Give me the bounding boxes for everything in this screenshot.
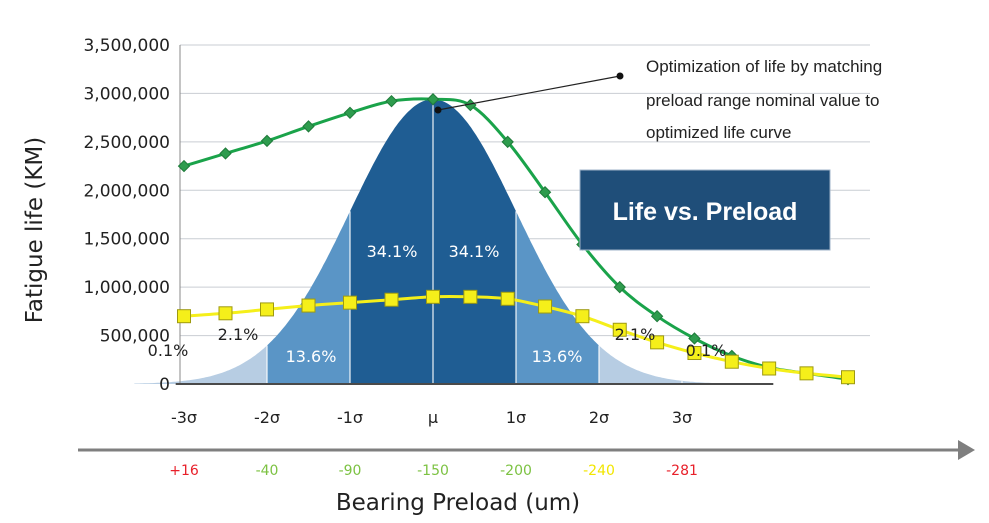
annotation-leader-line (437, 75, 621, 111)
y-tick-label: 500,000 (100, 327, 170, 347)
annotation-line-1: Optimization of life by matching (646, 57, 882, 76)
distribution-percent-label: 34.1% (367, 242, 418, 261)
annotation-dot-start (434, 106, 442, 114)
sigma-tick-label: -3σ (171, 408, 197, 427)
series-2-marker (538, 299, 553, 314)
distribution-band (267, 211, 350, 384)
preload-label: -281 (666, 463, 698, 479)
annotation-line-3: optimized life curve (646, 123, 792, 142)
series-2-marker (301, 298, 316, 313)
series-1-marker (177, 159, 191, 173)
preload-label: -90 (339, 463, 362, 479)
preload-label: -40 (256, 463, 279, 479)
y-tick-label: 2,500,000 (83, 133, 170, 153)
title-box-text: Life vs. Preload (613, 198, 798, 226)
series-2-marker (177, 309, 191, 324)
series-1-marker (426, 93, 440, 106)
series-1-marker (688, 332, 701, 345)
distribution-percent-label: 2.1% (218, 325, 259, 344)
series-1-marker (538, 186, 552, 199)
distribution-band (516, 211, 599, 384)
series-2-marker (218, 306, 233, 321)
series-2-marker (841, 370, 855, 385)
y-tick-label: 0 (159, 375, 170, 395)
annotation-line-2: preload range nominal value to (646, 91, 879, 110)
sigma-tick-label: μ (428, 408, 438, 427)
series-1-marker (385, 94, 398, 108)
title-box: Life vs. Preload (579, 169, 831, 251)
x-axis-title: Bearing Preload (um) (336, 490, 580, 516)
series-1-marker (302, 120, 315, 133)
distribution-band (350, 99, 433, 384)
labels: 0 500,000 1,000,000 1,500,000 2,000,000 2,500… (83, 36, 726, 479)
distribution-percent-label: 34.1% (449, 242, 500, 261)
y-tick-label: 3,500,000 (83, 36, 170, 56)
title-box-background (579, 169, 831, 251)
preload-label: +16 (169, 463, 199, 479)
distribution-percent-label: 2.1% (615, 325, 656, 344)
sigma-tick-label: 2σ (589, 408, 609, 427)
distribution-percent-label: 13.6% (532, 347, 583, 366)
distribution-band (134, 345, 267, 384)
series-2-marker (384, 292, 399, 307)
series-1-marker (650, 309, 664, 323)
preload-label: -240 (583, 463, 615, 479)
series-2-marker (343, 295, 357, 310)
y-axis-title: Fatigue life (KM) (22, 137, 48, 323)
series-2-marker (463, 289, 478, 304)
annotation: Optimization of life by matching preload… (434, 57, 882, 142)
y-tick-label: 1,500,000 (83, 230, 170, 250)
distribution-percent-label: 0.1% (686, 341, 727, 360)
y-tick-label: 3,000,000 (83, 84, 170, 104)
series-2-marker (687, 346, 702, 361)
series-2-marker (762, 361, 777, 376)
distribution-percent-label: 0.1% (148, 341, 189, 360)
series-2-marker (612, 322, 627, 337)
preload-axis-arrowhead (958, 440, 975, 460)
series-2-marker (426, 289, 440, 304)
series-layer (177, 93, 855, 386)
preload-label: -150 (417, 463, 449, 479)
annotation-dot-end (616, 72, 624, 80)
series-2-marker (260, 302, 274, 317)
sigma-tick-label: 3σ (672, 408, 692, 427)
series-1-marker (501, 135, 514, 149)
preload-label: -200 (500, 463, 532, 479)
y-tick-label: 2,000,000 (83, 181, 170, 201)
series-1-marker (343, 106, 357, 120)
distribution-band (433, 99, 516, 384)
series-2-marker (650, 335, 665, 350)
series-1-marker (219, 147, 232, 160)
series-1-marker (260, 134, 274, 148)
axes (78, 45, 975, 460)
sigma-tick-label: 1σ (506, 408, 526, 427)
y-tick-label: 1,000,000 (83, 278, 170, 298)
normal-distribution-curve (134, 99, 732, 394)
series-1-marker (613, 280, 626, 294)
series-2-marker (799, 366, 814, 381)
distribution-percent-label: 13.6% (286, 347, 337, 366)
series-2-marker (500, 291, 515, 306)
sigma-tick-label: -2σ (254, 408, 280, 427)
sigma-tick-label: -1σ (337, 408, 363, 427)
series-2-marker (575, 309, 590, 324)
series-2-marker (724, 354, 739, 369)
distribution-band (599, 345, 732, 384)
